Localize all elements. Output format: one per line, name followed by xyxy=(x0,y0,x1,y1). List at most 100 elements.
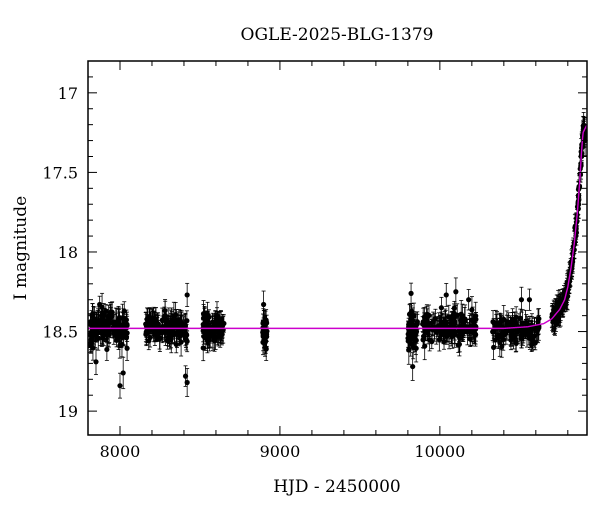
data-point xyxy=(206,333,212,339)
data-point xyxy=(470,324,476,331)
y-tick-label: 18 xyxy=(58,243,78,262)
tick-layer xyxy=(88,61,587,435)
data-point xyxy=(536,316,542,322)
data-point xyxy=(171,322,178,328)
data-point xyxy=(106,328,112,334)
data-point xyxy=(501,332,507,338)
data-point xyxy=(109,309,115,315)
data-point xyxy=(445,331,451,338)
data-point xyxy=(495,334,501,341)
tick-label-layer: 8000 9000 10000 17 17.5 18 18.5 19 xyxy=(42,84,465,461)
data-point xyxy=(526,297,533,303)
data-point xyxy=(105,313,111,319)
data-point xyxy=(124,345,130,351)
data-point xyxy=(508,333,514,339)
data-point xyxy=(167,336,173,343)
data-point xyxy=(423,314,430,320)
data-point xyxy=(184,292,190,298)
data-point xyxy=(429,339,435,345)
data-point xyxy=(572,225,578,231)
data-point xyxy=(114,329,120,335)
data-point xyxy=(436,336,442,343)
data-point xyxy=(518,297,525,303)
data-point xyxy=(513,339,519,345)
data-point xyxy=(162,323,168,329)
y-tick-label: 18.5 xyxy=(42,323,78,342)
data-point xyxy=(176,316,182,323)
data-point xyxy=(99,327,105,333)
chart-title: OGLE-2025-BLG-1379 xyxy=(241,25,434,45)
data-point xyxy=(493,321,499,327)
data-point xyxy=(491,344,497,351)
data-point xyxy=(469,307,475,313)
data-point xyxy=(472,331,479,337)
data-point xyxy=(171,330,177,336)
x-tick-label: 10000 xyxy=(414,442,465,461)
data-point xyxy=(454,312,460,318)
data-point xyxy=(161,328,168,335)
data-point xyxy=(179,322,185,328)
data-point xyxy=(144,328,150,335)
data-point xyxy=(407,311,413,317)
data-point xyxy=(414,321,420,327)
y-axis-label: I magnitude xyxy=(11,196,31,300)
data-point xyxy=(410,363,416,370)
data-point xyxy=(408,290,414,296)
model-layer xyxy=(88,124,588,330)
data-point xyxy=(406,329,412,335)
data-point xyxy=(166,332,172,338)
data-point xyxy=(550,319,556,325)
data-point xyxy=(555,309,562,315)
data-point xyxy=(103,308,109,314)
data-point xyxy=(466,297,472,303)
data-point xyxy=(97,301,103,308)
data-point xyxy=(124,330,130,336)
data-point xyxy=(456,332,462,338)
data-point xyxy=(110,319,116,326)
model-curve xyxy=(88,124,588,330)
x-tick-label: 8000 xyxy=(100,442,141,461)
data-point xyxy=(200,345,206,351)
data-point xyxy=(100,319,106,325)
x-tick-label: 9000 xyxy=(260,442,301,461)
data-point xyxy=(104,346,110,353)
data-point xyxy=(500,337,506,343)
data-point xyxy=(119,315,126,321)
data-point xyxy=(218,333,224,339)
data-point xyxy=(184,338,190,344)
data-point xyxy=(117,383,123,389)
data-point xyxy=(263,346,269,352)
data-point xyxy=(183,331,190,338)
data-point xyxy=(147,323,153,329)
data-point xyxy=(407,334,413,340)
data-point xyxy=(143,321,149,327)
data-point xyxy=(501,316,507,322)
data-point xyxy=(505,319,512,325)
data-point xyxy=(161,315,168,321)
data-point xyxy=(409,316,415,322)
data-point xyxy=(263,338,269,344)
data-point xyxy=(441,338,447,345)
data-point xyxy=(212,322,218,328)
data-point xyxy=(261,320,267,326)
data-point xyxy=(453,289,459,295)
data-point xyxy=(420,337,426,343)
x-axis-label: HJD - 2450000 xyxy=(273,477,401,497)
data-point xyxy=(118,334,125,340)
data-point xyxy=(217,322,223,329)
data-point xyxy=(154,321,161,327)
data-point xyxy=(171,313,177,319)
data-point xyxy=(451,319,457,325)
y-tick-label: 17 xyxy=(58,84,78,103)
data-point xyxy=(411,334,418,341)
data-point xyxy=(261,301,267,308)
data-point xyxy=(167,321,174,327)
plot-frame xyxy=(87,60,588,436)
data-point xyxy=(162,308,168,314)
data-point xyxy=(406,347,412,353)
data-point xyxy=(529,342,535,348)
data-point xyxy=(93,359,99,365)
data-point xyxy=(430,319,436,325)
data-point xyxy=(155,326,161,332)
